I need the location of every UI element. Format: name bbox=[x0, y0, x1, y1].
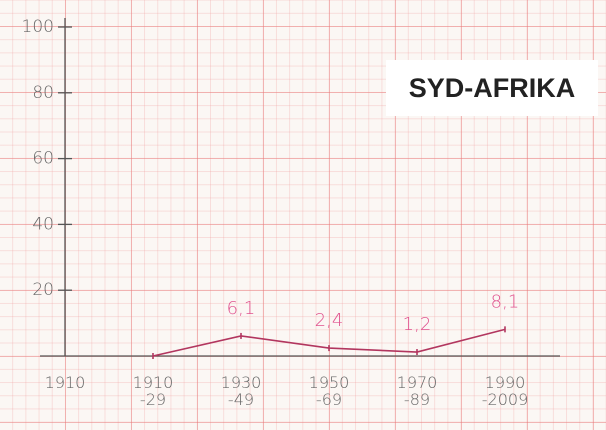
x-tick-label: 1930 -49 bbox=[220, 373, 262, 409]
data-label: 1,2 bbox=[403, 314, 432, 335]
y-tick-label: 40 bbox=[32, 214, 54, 234]
x-tick-label: 1910 -29 bbox=[132, 373, 174, 409]
line bbox=[152, 328, 506, 357]
data-label: 2,4 bbox=[315, 310, 344, 331]
data-label: 8,1 bbox=[491, 291, 520, 312]
y-tick-label: 80 bbox=[32, 83, 54, 103]
x-tick-label: 1970 -89 bbox=[396, 373, 438, 409]
x-tick-label: 1950 -69 bbox=[308, 373, 350, 409]
y-tick-label: 60 bbox=[32, 149, 54, 169]
x-tick-label: 1990 -2009 bbox=[481, 373, 529, 409]
y-tick-label: 20 bbox=[32, 280, 54, 300]
data-label: 6,1 bbox=[227, 298, 256, 319]
chart-title: SYD-AFRIKA bbox=[386, 60, 598, 116]
x-tick-label: 1910 bbox=[44, 373, 86, 392]
y-tick-label: 100 bbox=[22, 17, 54, 37]
